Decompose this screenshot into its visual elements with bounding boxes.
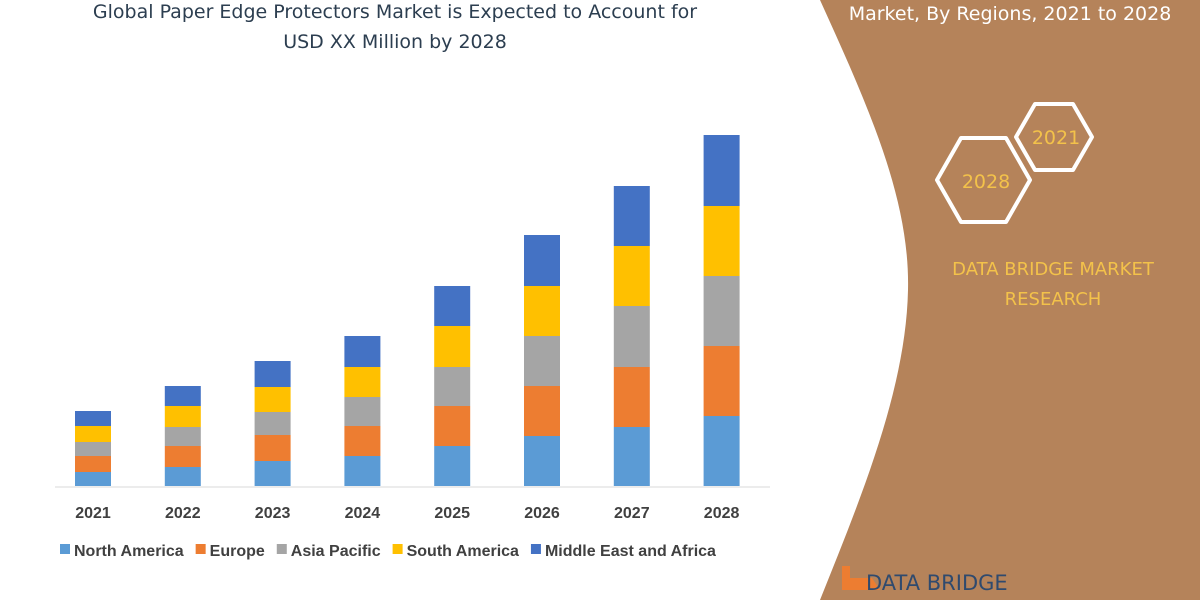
bar-2026-middle-east-and-africa (524, 235, 560, 286)
bar-2023-north-america (254, 461, 291, 486)
bar-2027-north-america (613, 427, 650, 486)
chart-title-line-2: USD XX Million by 2028 (283, 31, 507, 53)
bar-2021-north-america (75, 472, 111, 486)
bar-2023-asia-pacific (254, 412, 291, 435)
x-tick-2021: 2021 (75, 505, 111, 522)
bar-2026-asia-pacific (524, 336, 560, 386)
hex-year-2021: 2021 (1032, 127, 1080, 149)
hexagon-2021: 2021 (1014, 102, 1094, 172)
bar-2022-north-america (164, 467, 201, 486)
legend: North America Europe Asia Pacific South Ame… (60, 543, 716, 560)
bar-2024-europe (344, 426, 381, 456)
bar-2021-south-america (75, 426, 111, 442)
legend-label: Asia Pacific (291, 543, 381, 560)
bar-2021-asia-pacific (75, 442, 111, 456)
brand-line-2: RESEARCH (1005, 289, 1102, 310)
bar-2021-europe (75, 456, 111, 472)
legend-swatch-asia-pacific (276, 544, 287, 554)
bar-2022-middle-east-and-africa (164, 386, 201, 406)
bar-2022-south-america (164, 406, 201, 427)
brand-line-1: DATA BRIDGE MARKET (952, 259, 1155, 280)
x-tick-2028: 2028 (704, 505, 740, 522)
hex-year-2028: 2028 (962, 171, 1010, 193)
legend-label: North America (74, 543, 184, 560)
bar-2024-asia-pacific (344, 397, 381, 426)
bar-2026-north-america (524, 436, 560, 486)
legend-swatch-europe (195, 544, 206, 554)
bar-2027-middle-east-and-africa (613, 186, 650, 246)
bar-2028-asia-pacific (703, 276, 740, 346)
hexagon-2028: 2028 (935, 136, 1032, 224)
bar-2023-middle-east-and-africa (254, 361, 291, 387)
bar-2025-south-america (434, 326, 471, 367)
legend-swatch-north-america (60, 544, 70, 554)
logo: DATA BRIDGE (842, 566, 1008, 595)
bar-2024-south-america (344, 367, 381, 397)
x-tick-2025: 2025 (434, 505, 470, 522)
x-tick-2026: 2026 (524, 505, 560, 522)
bars (75, 135, 740, 486)
bar-2025-north-america (434, 446, 471, 486)
x-tick-2022: 2022 (165, 505, 201, 522)
bar-2022-asia-pacific (164, 427, 201, 446)
bar-2022-europe (164, 446, 201, 467)
bar-2024-north-america (344, 456, 381, 486)
bar-2025-middle-east-and-africa (434, 286, 471, 326)
bar-2021-middle-east-and-africa (75, 411, 111, 426)
x-tick-2024: 2024 (345, 505, 381, 522)
bar-2024-middle-east-and-africa (344, 336, 381, 367)
x-tick-2027: 2027 (614, 505, 650, 522)
bar-2023-europe (254, 435, 291, 461)
x-tick-2023: 2023 (255, 505, 291, 522)
bar-2028-south-america (703, 206, 740, 276)
legend-label: Europe (210, 543, 265, 560)
bar-2025-europe (434, 406, 471, 446)
x-tick-labels: 2021 2022 2023 2024 2025 2026 2027 2028 (75, 505, 739, 522)
bar-2027-europe (613, 367, 650, 427)
logo-text: DATA BRIDGE (866, 571, 1008, 595)
bar-2028-middle-east-and-africa (703, 135, 740, 206)
legend-label: Middle East and Africa (545, 543, 716, 560)
side-panel-title: Market, By Regions, 2021 to 2028 (849, 3, 1172, 25)
legend-swatch-middle-east-and-africa (530, 544, 541, 554)
bar-2028-north-america (703, 416, 740, 486)
bar-2026-south-america (524, 286, 560, 336)
bar-2025-asia-pacific (434, 367, 471, 406)
bar-2027-asia-pacific (613, 306, 650, 367)
legend-swatch-south-america (392, 544, 403, 554)
legend-label: South America (407, 543, 519, 560)
bar-2023-south-america (254, 387, 291, 412)
side-panel-background (820, 0, 1200, 600)
bar-2028-europe (703, 346, 740, 416)
bar-2026-europe (524, 386, 560, 436)
chart-title-line-1: Global Paper Edge Protectors Market is E… (93, 1, 697, 23)
bar-2027-south-america (613, 246, 650, 306)
logo-mark-icon (842, 566, 880, 590)
